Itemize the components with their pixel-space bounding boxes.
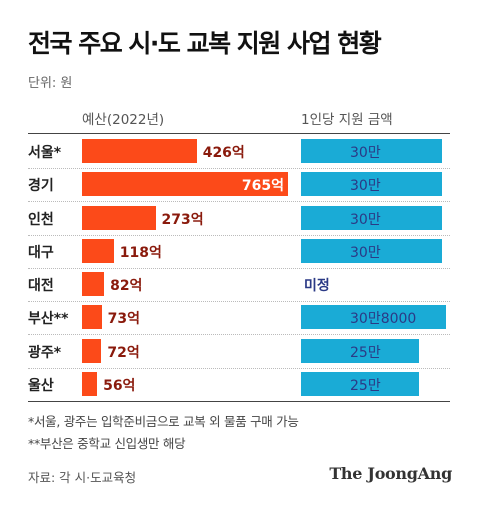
budget-value-label: 426억 — [202, 145, 245, 161]
region-label: 서울* — [28, 145, 62, 161]
chart-row: 대구 118억 30만 — [28, 235, 450, 269]
bottom-rule — [28, 401, 450, 402]
per-person-value-label: 30만 — [350, 211, 381, 228]
per-person-bar — [301, 205, 443, 230]
budget-bar — [82, 172, 288, 197]
footnote-1: *서울, 광주는 입학준비금으로 교복 외 물품 구매 가능 — [28, 414, 299, 429]
chart-row: 서울* 426억 30만 — [28, 135, 450, 169]
budget-value-label: 118억 — [119, 244, 162, 261]
budget-bar — [82, 238, 114, 263]
region-label: 부산** — [28, 311, 69, 328]
budget-value-label: 82억 — [110, 278, 143, 294]
chart-row: 대전 82억 미정 — [28, 268, 450, 302]
publisher-logo: The JoongAng — [329, 464, 452, 483]
per-person-value-label: 30만 — [350, 145, 381, 161]
region-label: 인천 — [28, 211, 54, 228]
budget-bar — [82, 272, 105, 296]
top-rule — [28, 133, 450, 134]
region-label: 대구 — [28, 244, 54, 261]
chart-title: 전국 주요 시·도 교복 지원 사업 현황 — [28, 29, 382, 58]
budget-bar — [82, 371, 98, 396]
per-person-value-label: 30만 — [350, 178, 381, 195]
per-person-bar — [301, 338, 419, 363]
budget-bar — [82, 139, 197, 163]
chart-row: 경기 765억 30만 — [28, 168, 450, 203]
per-person-value-label: 25만 — [350, 377, 381, 394]
per-person-bar — [301, 139, 443, 163]
per-person-bar — [301, 371, 419, 396]
chart-row: 광주* 72억 25만 — [28, 335, 450, 369]
per-person-bar — [301, 172, 443, 197]
chart-row: 울산 56억 25만 — [28, 368, 450, 401]
per-person-bar — [301, 238, 443, 263]
budget-value-label: 72억 — [107, 344, 140, 361]
budget-bar — [82, 305, 102, 330]
region-label: 울산 — [28, 377, 54, 394]
chart-row: 인천 273억 30만 — [28, 202, 450, 236]
unit-label: 단위: 원 — [28, 76, 73, 91]
budget-bar — [82, 338, 102, 363]
budget-value-label: 56억 — [103, 377, 136, 394]
region-label: 광주* — [28, 344, 62, 361]
budget-value-label: 73억 — [107, 311, 141, 328]
region-label: 대전 — [28, 278, 54, 294]
per-person-bar — [301, 305, 446, 330]
budget-value-label: 273억 — [161, 211, 204, 228]
budget-header: 예산(2022년) — [82, 112, 165, 128]
per-person-value-label: 30만8000 — [350, 311, 417, 328]
footnote-2: **부산은 중학교 신입생만 해당 — [28, 436, 186, 451]
chart-row: 부산** 73억 30만8000 — [28, 301, 450, 336]
per-person-header: 1인당 지원 금액 — [301, 112, 393, 128]
source-text: 자료: 각 시·도교육청 — [28, 470, 137, 485]
region-label: 경기 — [28, 178, 54, 195]
budget-bar — [82, 205, 156, 230]
budget-value-label: 765억 — [241, 178, 284, 195]
per-person-value-label: 30만 — [350, 244, 381, 261]
per-person-value-label: 미정 — [304, 278, 330, 294]
per-person-value-label: 25만 — [350, 344, 381, 361]
